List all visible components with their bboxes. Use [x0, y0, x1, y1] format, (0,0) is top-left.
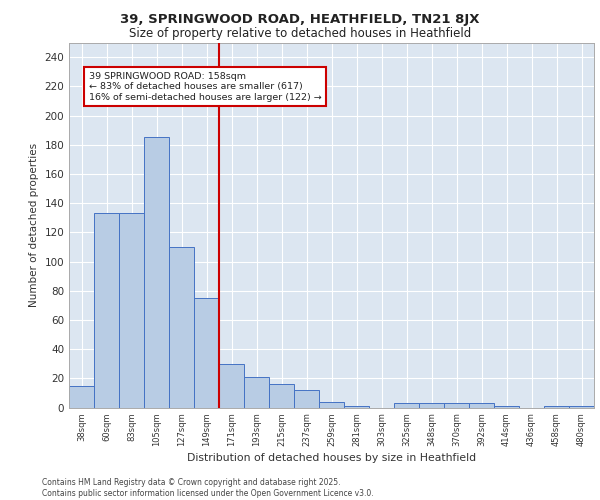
Bar [269, 384, 294, 407]
Bar [344, 406, 369, 407]
Bar [294, 390, 319, 407]
Text: Contains HM Land Registry data © Crown copyright and database right 2025.
Contai: Contains HM Land Registry data © Crown c… [42, 478, 374, 498]
Bar [444, 403, 469, 407]
Bar [169, 247, 194, 408]
Bar [244, 377, 269, 408]
Text: 39, SPRINGWOOD ROAD, HEATHFIELD, TN21 8JX: 39, SPRINGWOOD ROAD, HEATHFIELD, TN21 8J… [120, 12, 480, 26]
Bar [319, 402, 344, 407]
Bar [194, 298, 219, 408]
Bar [469, 403, 494, 407]
Bar [94, 214, 119, 408]
Text: Size of property relative to detached houses in Heathfield: Size of property relative to detached ho… [129, 28, 471, 40]
Bar [119, 214, 144, 408]
Bar [394, 403, 419, 407]
Y-axis label: Number of detached properties: Number of detached properties [29, 143, 39, 307]
X-axis label: Distribution of detached houses by size in Heathfield: Distribution of detached houses by size … [187, 453, 476, 463]
Bar [494, 406, 519, 407]
Bar [419, 403, 444, 407]
Bar [544, 406, 569, 407]
Bar [569, 406, 594, 407]
Bar [69, 386, 94, 407]
Bar [219, 364, 244, 408]
Bar [144, 138, 169, 407]
Text: 39 SPRINGWOOD ROAD: 158sqm
← 83% of detached houses are smaller (617)
16% of sem: 39 SPRINGWOOD ROAD: 158sqm ← 83% of deta… [89, 72, 322, 102]
